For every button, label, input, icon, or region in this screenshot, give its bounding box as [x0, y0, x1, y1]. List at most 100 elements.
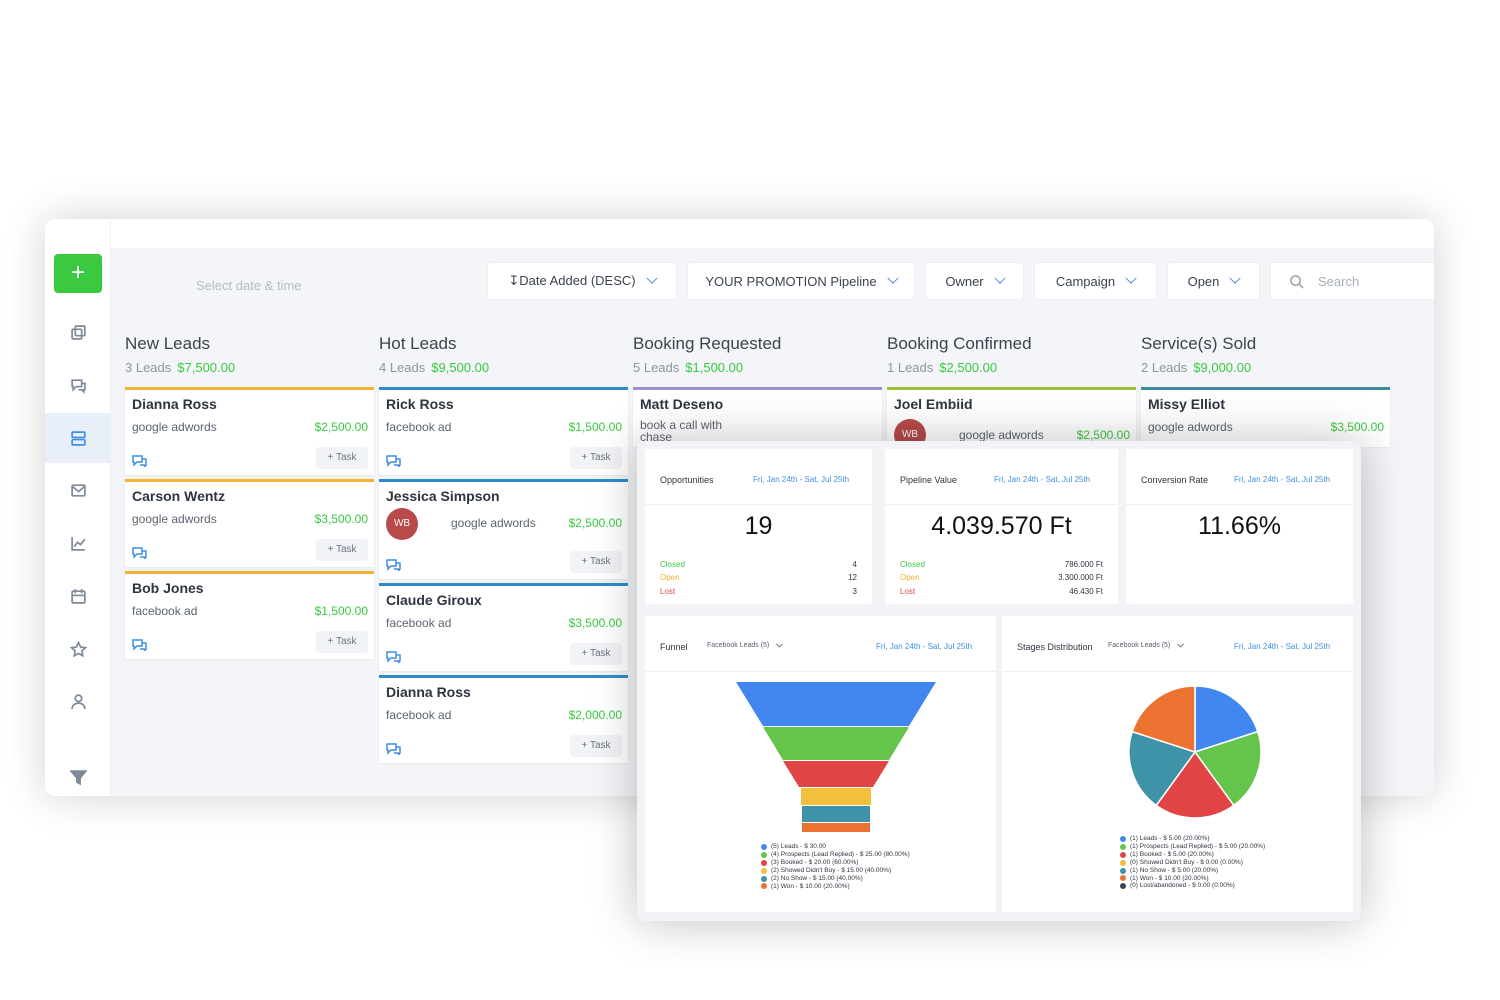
- chat-icon[interactable]: [132, 638, 147, 653]
- chat-icon[interactable]: [132, 454, 147, 469]
- lead-source-dropdown[interactable]: Facebook Leads (5): [1108, 640, 1185, 649]
- owner-dropdown[interactable]: Owner: [925, 262, 1024, 300]
- lead-source-dropdown[interactable]: Facebook Leads (5): [707, 640, 784, 649]
- lead-source: google adwords: [132, 420, 217, 434]
- chat-icon[interactable]: [386, 742, 401, 757]
- lead-name: Dianna Ross: [132, 396, 217, 412]
- add-task-button[interactable]: + Task: [570, 735, 622, 757]
- filter-icon[interactable]: [45, 752, 111, 796]
- funnel-segment-prospects: [763, 727, 909, 760]
- lead-source: google adwords: [451, 516, 536, 530]
- date-time-picker[interactable]: Select date & time: [196, 278, 302, 293]
- add-task-button[interactable]: + Task: [316, 447, 368, 469]
- date-range-link[interactable]: Fri, Jan 24th - Sat, Jul 25th: [876, 642, 973, 651]
- add-task-button[interactable]: + Task: [316, 631, 368, 653]
- pipeline-icon[interactable]: [45, 413, 111, 463]
- divider: [1126, 504, 1353, 505]
- lead-value: $2,500.00: [568, 516, 622, 530]
- panel-title: Conversion Rate: [1141, 475, 1209, 485]
- lead-name: Dianna Ross: [386, 684, 471, 700]
- copy-icon[interactable]: [45, 307, 111, 357]
- mail-icon[interactable]: [45, 465, 111, 515]
- funnel-segment-booked: [783, 761, 889, 787]
- date-range-link[interactable]: Fri, Jan 24th - Sat, Jul 25th: [1234, 475, 1331, 484]
- lead-value: $3,500.00: [568, 616, 622, 630]
- lead-card[interactable]: Joel Embiid WB google adwords $2,500.00: [887, 387, 1136, 451]
- pie-slice-booked: [1155, 750, 1235, 819]
- sort-dropdown[interactable]: ↧Date Added (DESC): [487, 262, 677, 300]
- user-icon[interactable]: [45, 676, 111, 726]
- add-task-button[interactable]: + Task: [570, 551, 622, 573]
- legend-item: (2) Showed Didn't Buy - $ 15.00 (40.00%): [761, 867, 910, 875]
- column-title: Service(s) Sold: [1141, 334, 1257, 353]
- lead-name: Rick Ross: [386, 396, 454, 412]
- status-dropdown[interactable]: Open: [1167, 262, 1260, 300]
- lead-value: $2,500.00: [314, 420, 368, 434]
- campaign-dropdown[interactable]: Campaign: [1034, 262, 1157, 300]
- search-icon: [1290, 274, 1304, 289]
- panel-title: Stages Distribution: [1017, 642, 1093, 652]
- lead-card[interactable]: Dianna Ross google adwords $2,500.00 + T…: [125, 387, 374, 475]
- lead-source: facebook ad: [386, 708, 452, 722]
- chat-icon[interactable]: [386, 454, 401, 469]
- funnel-segment-noshow: [802, 806, 870, 822]
- lead-value: $1,500.00: [568, 420, 622, 434]
- opportunities-panel: Opportunities Fri, Jan 24th - Sat, Jul 2…: [645, 449, 872, 604]
- add-task-button[interactable]: + Task: [316, 539, 368, 561]
- lead-card[interactable]: Claude Giroux facebook ad $3,500.00 + Ta…: [379, 583, 628, 671]
- lead-card[interactable]: Carson Wentz google adwords $3,500.00 + …: [125, 479, 374, 567]
- lead-card[interactable]: Matt Deseno book a call with chase: [633, 387, 882, 447]
- column-title: New Leads: [125, 334, 211, 353]
- legend-item: (0) Showed Didn't Buy - $ 0.00 (0.00%): [1120, 859, 1265, 867]
- lead-source: google adwords: [959, 428, 1044, 442]
- opportunities-total: 19: [744, 512, 773, 540]
- lead-name: Claude Giroux: [386, 592, 482, 608]
- top-strip: [111, 219, 1434, 248]
- add-button[interactable]: +: [54, 254, 102, 293]
- lead-card[interactable]: Rick Ross facebook ad $1,500.00 + Task: [379, 387, 628, 475]
- stages-distribution-panel: Stages Distribution Facebook Leads (5) F…: [1002, 616, 1353, 912]
- divider: [1002, 671, 1353, 672]
- pipeline-dropdown[interactable]: YOUR PROMOTION Pipeline: [687, 262, 915, 300]
- conversion-rate-panel: Conversion Rate Fri, Jan 24th - Sat, Jul…: [1126, 449, 1353, 604]
- chat-icon[interactable]: [386, 558, 401, 573]
- add-task-button[interactable]: + Task: [570, 447, 622, 469]
- chat-icon[interactable]: [386, 650, 401, 665]
- chat-icon[interactable]: [132, 546, 147, 561]
- date-range-link[interactable]: Fri, Jan 24th - Sat, Jul 25th: [994, 475, 1091, 484]
- add-task-button[interactable]: + Task: [570, 643, 622, 665]
- calendar-icon[interactable]: [45, 571, 111, 621]
- chevron-down-icon: [1229, 272, 1242, 284]
- chat-icon[interactable]: [45, 360, 111, 410]
- chart-icon[interactable]: [45, 518, 111, 568]
- column-summary: 1 Leads $2,500.00: [887, 360, 998, 375]
- chevron-down-icon: [645, 272, 658, 284]
- lead-card[interactable]: Missy Elliot google adwords $3,500.00: [1141, 387, 1390, 447]
- lead-card[interactable]: Jessica Simpson WB google adwords $2,500…: [379, 479, 628, 579]
- lead-value: $1,500.00: [314, 604, 368, 618]
- pie-slice-noshow: [1128, 730, 1197, 807]
- funnel-segment-won: [802, 823, 870, 832]
- star-icon[interactable]: [45, 624, 111, 674]
- date-range-link[interactable]: Fri, Jan 24th - Sat, Jul 25th: [1234, 642, 1331, 651]
- pipeline-value-panel: Pipeline Value Fri, Jan 24th - Sat, Jul …: [885, 449, 1118, 604]
- lead-name: Missy Elliot: [1148, 396, 1226, 412]
- avatar: WB: [386, 508, 418, 540]
- legend-item: (0) Lost/abandoned - $ 0.00 (0.00%): [1120, 882, 1265, 890]
- column-title: Booking Confirmed: [887, 334, 1032, 353]
- stages-pie-chart: [1128, 685, 1262, 819]
- funnel-panel: Funnel Facebook Leads (5) Fri, Jan 24th …: [645, 616, 996, 912]
- lead-source: google adwords: [1148, 420, 1233, 434]
- status-label: Open: [1187, 273, 1220, 289]
- lead-source: book a call with chase: [640, 418, 723, 444]
- lead-value: $2,500.00: [1076, 428, 1130, 442]
- date-range-link[interactable]: Fri, Jan 24th - Sat, Jul 25th: [753, 475, 850, 484]
- column-summary: 4 Leads $9,500.00: [379, 360, 490, 375]
- search-input[interactable]: Search: [1270, 262, 1434, 300]
- funnel-segment-showed: [801, 788, 871, 805]
- lead-card[interactable]: Dianna Ross facebook ad $2,000.00 + Task: [379, 675, 628, 763]
- lead-name: Matt Deseno: [640, 396, 724, 412]
- pie-slice-prospects: [1193, 730, 1262, 807]
- lead-card[interactable]: Bob Jones facebook ad $1,500.00 + Task: [125, 571, 374, 659]
- lead-source: facebook ad: [132, 604, 198, 618]
